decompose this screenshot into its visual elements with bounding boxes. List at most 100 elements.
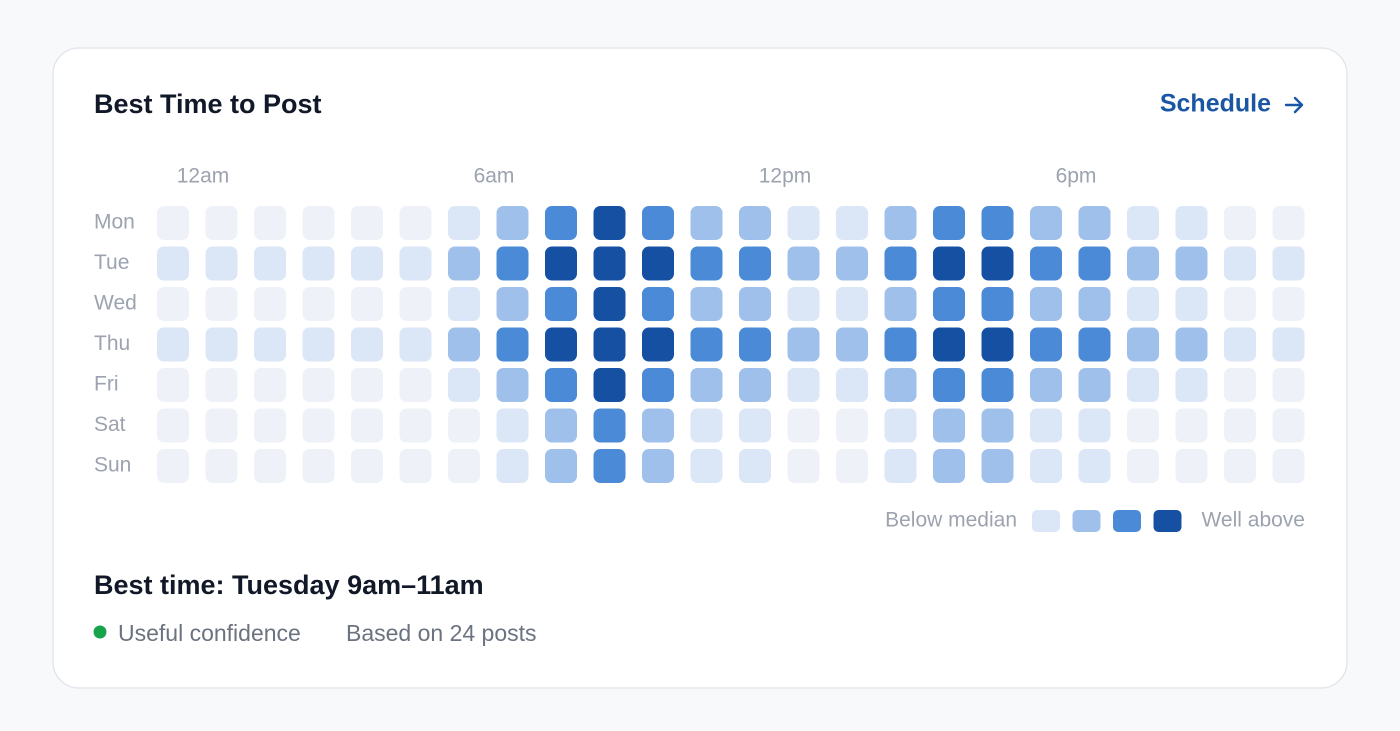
heat-cell [205,368,238,402]
confidence: Useful confidence [118,620,301,646]
heat-cell [1175,449,1208,483]
hour-label: 12pm [759,165,812,188]
heat-cell [448,368,480,402]
heat-cell [739,368,771,402]
heat-cell [690,246,723,281]
heat-cell [884,368,917,402]
heat-cell [933,449,965,483]
legend-high: Well above [1201,509,1305,532]
heat-cell [1175,327,1208,362]
arrow-icon[interactable] [1284,96,1304,114]
heat-cell [933,408,965,443]
heat-cell [1272,408,1305,443]
heat-cell [351,287,383,321]
heat-cell [836,449,868,483]
day-label: Thu [94,332,130,355]
schedule-link[interactable]: Schedule [1160,90,1304,118]
heat-cell [1078,206,1111,240]
heat-cell [1127,327,1159,362]
heat-cell [205,206,238,240]
heat-cell [157,408,189,443]
heat-cell [836,368,868,402]
heat-cell [254,449,286,483]
post-count: Based on 24 posts [346,620,537,646]
day-label: Wed [94,292,137,315]
heat-cell [1224,327,1256,362]
status-dot [93,625,107,639]
heat-cell [787,408,820,443]
heat-cell [302,206,335,240]
heat-cell [399,246,432,281]
heat-cell [399,287,432,321]
heat-cell [448,327,480,362]
heat-cell [1224,246,1256,281]
heat-cell [1078,246,1111,281]
heat-cell [884,246,917,281]
heat-cell [205,327,238,362]
heat-cell [302,408,335,443]
heat-cell [642,206,674,240]
heat-cell [642,287,674,321]
heat-cell [205,449,238,483]
heat-cell [1030,449,1062,483]
heat-cell [254,287,286,321]
heat-cell [593,287,626,321]
heat-cell [496,449,529,483]
heat-cell [448,408,480,443]
heat-cell [690,287,723,321]
heat-cell [545,368,577,402]
card-title: Best Time to Post [94,89,322,119]
heat-cell [254,246,286,281]
hour-label: 12am [177,165,230,188]
heat-cell [884,287,917,321]
heat-cell [690,408,723,443]
heat-cell [302,368,335,402]
heat-cell [1175,408,1208,443]
heat-cell [787,368,820,402]
heat-cell [545,287,577,321]
heat-cell [593,408,626,443]
heat-cell [254,206,286,240]
heat-cell [933,327,965,362]
heat-cell [496,408,529,443]
heat-cell [884,206,917,240]
heat-cell [1224,287,1256,321]
heat-cell [642,246,674,281]
heat-cell [205,408,238,443]
heat-cell [448,246,480,281]
hour-label: 6pm [1056,165,1097,188]
heat-cell [1030,408,1062,443]
heat-cell [884,408,917,443]
heat-cell [1175,368,1208,402]
heat-cell [836,327,868,362]
heat-cell [351,206,383,240]
heat-cell [981,449,1014,483]
day-label: Mon [94,211,135,234]
heat-cell [351,368,383,402]
heat-cell [448,449,480,483]
heat-cell [836,206,868,240]
heat-cell [1127,449,1159,483]
best-time: Best time: Tuesday 9am–11am [94,570,484,600]
heat-cell [593,246,626,281]
heat-cell [351,449,383,483]
heat-cell [787,246,820,281]
day-label: Tue [94,251,129,274]
heat-cell [593,206,626,240]
heat-cell [1030,287,1062,321]
heat-cell [157,327,189,362]
heat-cell [1272,368,1305,402]
heat-cell [981,408,1014,443]
heat-cell [1272,449,1305,483]
heat-cell [593,368,626,402]
heat-cell [1030,327,1062,362]
day-label: Fri [94,373,119,396]
heat-cell [739,327,771,362]
schedule-text[interactable]: Schedule [1160,90,1271,118]
heat-cell [302,449,335,483]
heat-cell [1175,206,1208,240]
heat-cell [1272,206,1305,240]
heat-cell [836,246,868,281]
heat-cell [1078,408,1111,443]
